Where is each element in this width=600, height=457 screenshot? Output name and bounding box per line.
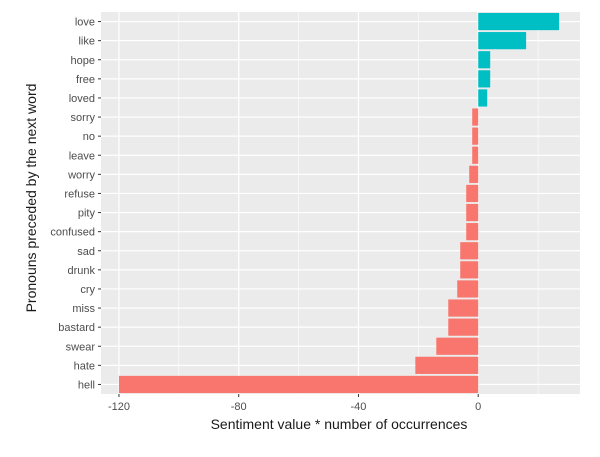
plot-panel bbox=[101, 12, 580, 394]
y-tick-label-pity: pity bbox=[78, 208, 96, 220]
bar-bastard bbox=[448, 318, 479, 336]
bar-hope bbox=[478, 51, 491, 69]
y-tick-label-love: love bbox=[75, 17, 95, 29]
bar-miss bbox=[448, 299, 479, 317]
y-tick-label-bastard: bastard bbox=[58, 322, 95, 334]
gridlines bbox=[101, 12, 580, 394]
x-tick-label: -40 bbox=[351, 401, 367, 413]
y-tick-label-worry: worry bbox=[67, 169, 95, 181]
x-tick-label: 0 bbox=[475, 401, 481, 413]
bar-swear bbox=[436, 337, 479, 355]
bar-cry bbox=[457, 280, 479, 298]
bar-drunk bbox=[460, 261, 479, 279]
y-tick-label-sorry: sorry bbox=[71, 112, 96, 124]
y-tick-label-cry: cry bbox=[80, 284, 95, 296]
bar-leave bbox=[472, 146, 479, 164]
bar-sorry bbox=[472, 108, 479, 126]
bar-confused bbox=[466, 223, 479, 241]
bar-hate bbox=[415, 356, 479, 374]
y-tick-label-loved: loved bbox=[69, 93, 95, 105]
bar-refuse bbox=[466, 184, 479, 203]
y-tick-label-free: free bbox=[76, 74, 95, 86]
y-tick-label-like: like bbox=[78, 36, 95, 48]
bar-no bbox=[472, 127, 479, 145]
bar-loved bbox=[478, 89, 488, 107]
y-axis-title: Pronouns preceded by the next word bbox=[23, 84, 39, 313]
x-tick-label: -80 bbox=[231, 401, 247, 413]
y-tick-label-hope: hope bbox=[71, 55, 95, 67]
y-tick-labels: love like hope free loved sorry no leave worry re… bbox=[50, 17, 101, 391]
y-tick-label-drunk: drunk bbox=[67, 265, 95, 277]
x-axis-title: Sentiment value * number of occurrences bbox=[211, 416, 468, 432]
bar-sad bbox=[460, 242, 479, 260]
bar-pity bbox=[466, 203, 479, 222]
bars-group bbox=[118, 12, 560, 394]
y-tick-label-no: no bbox=[83, 131, 95, 143]
y-tick-label-swear: swear bbox=[66, 341, 96, 353]
y-tick-label-sad: sad bbox=[77, 246, 95, 258]
x-tick-label: -120 bbox=[108, 401, 130, 413]
bar-worry bbox=[469, 165, 479, 183]
y-tick-label-hate: hate bbox=[74, 360, 95, 372]
y-tick-label-refuse: refuse bbox=[64, 188, 95, 200]
x-tick-labels: -120 -80 -40 0 bbox=[108, 394, 481, 413]
y-tick-label-leave: leave bbox=[69, 150, 95, 162]
bar-hell bbox=[118, 375, 479, 394]
bar-love bbox=[478, 12, 560, 31]
y-tick-label-miss: miss bbox=[72, 303, 95, 315]
bar-free bbox=[478, 70, 491, 88]
bar-like bbox=[478, 32, 527, 50]
y-tick-label-confused: confused bbox=[50, 227, 95, 239]
y-tick-label-hell: hell bbox=[78, 379, 95, 391]
